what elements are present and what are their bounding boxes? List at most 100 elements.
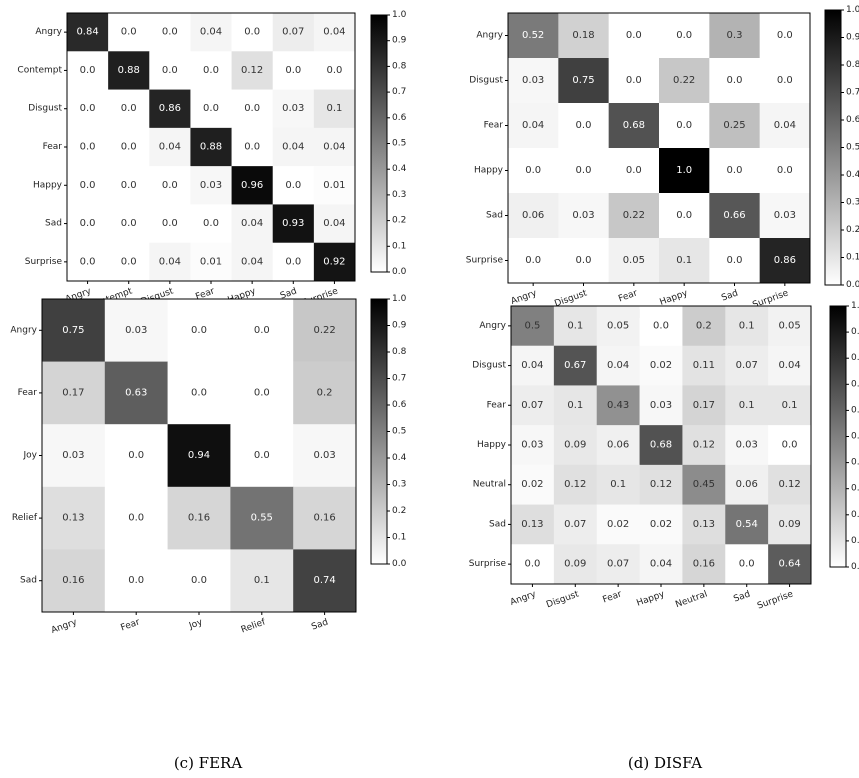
cell-value-label: 0.75	[572, 75, 594, 86]
matrix-cell	[167, 361, 231, 425]
cell-value-label: 0.01	[200, 256, 222, 267]
matrix-cell	[608, 148, 660, 194]
matrix-cell	[511, 345, 555, 386]
cell-value-label: 0.0	[626, 30, 642, 41]
matrix-cell	[272, 51, 315, 90]
matrix-cell	[313, 127, 356, 167]
matrix-cell	[725, 544, 769, 585]
cell-value-label: 0.0	[80, 218, 96, 229]
matrix-cell	[231, 89, 274, 129]
colorbar-tick-label: 0.3	[851, 484, 859, 494]
cell-value-label: 0.03	[313, 450, 335, 461]
colorbar-tick-label: 0.7	[851, 379, 859, 389]
y-tick-label: Neutral	[473, 480, 506, 490]
matrix-cell	[682, 385, 726, 426]
matrix-cell	[608, 58, 660, 104]
matrix-cell	[293, 299, 357, 362]
y-tick-label: Joy	[23, 451, 38, 461]
colorbar	[370, 298, 388, 565]
matrix-cell	[558, 103, 609, 149]
matrix-cell	[608, 103, 660, 149]
panel-caption: (c) FERA	[174, 754, 243, 772]
cell-value-label: 0.07	[607, 559, 629, 570]
matrix-cell	[759, 193, 811, 239]
colorbar-tick-label: 0.8	[392, 347, 407, 357]
colorbar-tick-label: 1.0	[846, 5, 859, 15]
cell-value-label: 0.04	[241, 256, 263, 267]
cell-value-label: 0.0	[203, 65, 219, 76]
y-tick-label: Relief	[12, 513, 38, 523]
cell-value-label: 0.03	[572, 210, 594, 221]
matrix-cell	[67, 204, 109, 244]
cell-value-label: 0.04	[200, 27, 222, 38]
cell-value-label: 0.88	[200, 142, 222, 153]
matrix-cell	[104, 361, 168, 425]
colorbar-tick-label: 0.7	[846, 88, 859, 98]
cell-value-label: 0.45	[693, 479, 715, 490]
cell-value-label: 0.1	[610, 479, 626, 490]
matrix-cell	[768, 464, 812, 505]
matrix-cell	[67, 127, 109, 167]
colorbar-tick-label: 0.7	[392, 87, 406, 97]
cell-value-label: 0.04	[521, 360, 543, 371]
cell-value-label: 0.1	[739, 400, 755, 411]
matrix-cell	[596, 464, 640, 505]
y-tick-label: Sad	[486, 211, 503, 221]
cell-value-label: 0.03	[650, 400, 672, 411]
cell-value-label: 0.07	[282, 27, 304, 38]
cell-value-label: 0.2	[317, 387, 333, 398]
matrix-cell	[682, 464, 726, 505]
colorbar-tick-label: 0.2	[392, 506, 406, 516]
cell-value-label: 0.03	[774, 210, 796, 221]
matrix-cell	[596, 306, 640, 347]
cell-value-label: 0.43	[607, 400, 629, 411]
matrix-cell	[508, 148, 559, 194]
matrix-cell	[768, 425, 812, 466]
cell-value-label: 0.06	[607, 440, 629, 451]
cell-value-label: 0.0	[128, 450, 144, 461]
cell-value-label: 0.0	[162, 27, 178, 38]
matrix-cell	[108, 127, 150, 167]
y-tick-label: Surprise	[25, 257, 63, 267]
cell-value-label: 0.04	[323, 142, 345, 153]
matrix-cell	[190, 51, 232, 90]
cell-value-label: 0.0	[121, 142, 137, 153]
x-tick-label: Sad	[732, 589, 751, 604]
x-tick-label: Angry	[509, 589, 538, 608]
cell-value-label: 0.16	[693, 559, 715, 570]
cell-value-label: 0.04	[650, 559, 672, 570]
colorbar-tick-label: 0.4	[392, 453, 407, 463]
cell-value-label: 0.92	[323, 256, 345, 267]
x-tick-label: Fear	[601, 589, 623, 605]
matrix-cell	[42, 299, 106, 362]
y-tick-label: Fear	[487, 400, 507, 410]
colorbar-tick-label: 0.7	[392, 374, 406, 384]
matrix-cell	[511, 385, 555, 426]
cell-value-label: 0.07	[521, 400, 543, 411]
colorbar-tick-label: 0.6	[851, 405, 859, 415]
matrix-cell	[42, 486, 106, 550]
y-tick-label: Fear	[43, 142, 63, 152]
cell-value-label: 0.0	[121, 180, 137, 191]
colorbar-tick-label: 0.1	[392, 241, 406, 251]
cell-value-label: 0.04	[282, 142, 304, 153]
cell-value-label: 0.04	[522, 120, 544, 131]
cell-value-label: 0.1	[567, 400, 583, 411]
matrix-cell	[759, 58, 811, 104]
matrix-cell	[725, 345, 769, 386]
cell-value-label: 0.16	[188, 513, 210, 524]
confusion-matrix-panel: 0.75 0.03 0.0 0.0 0.22 0.17 0.63 0.0 0.0 0.2 0.03 0…	[10, 294, 406, 772]
colorbar-tick-label: 0.9	[392, 321, 407, 331]
matrix-cell	[190, 242, 232, 282]
matrix-cell	[725, 425, 769, 466]
matrix-cell	[313, 51, 356, 90]
matrix-cell	[272, 204, 315, 244]
matrix-cell	[508, 238, 559, 284]
matrix-cell	[725, 504, 769, 545]
matrix-cell	[682, 425, 726, 466]
colorbar-tick-label: 0.6	[392, 113, 407, 123]
cell-value-label: 0.86	[159, 103, 181, 114]
y-tick-label: Disgust	[472, 361, 506, 371]
panel-caption: (d) DISFA	[628, 754, 702, 772]
cell-value-label: 0.1	[567, 320, 583, 331]
